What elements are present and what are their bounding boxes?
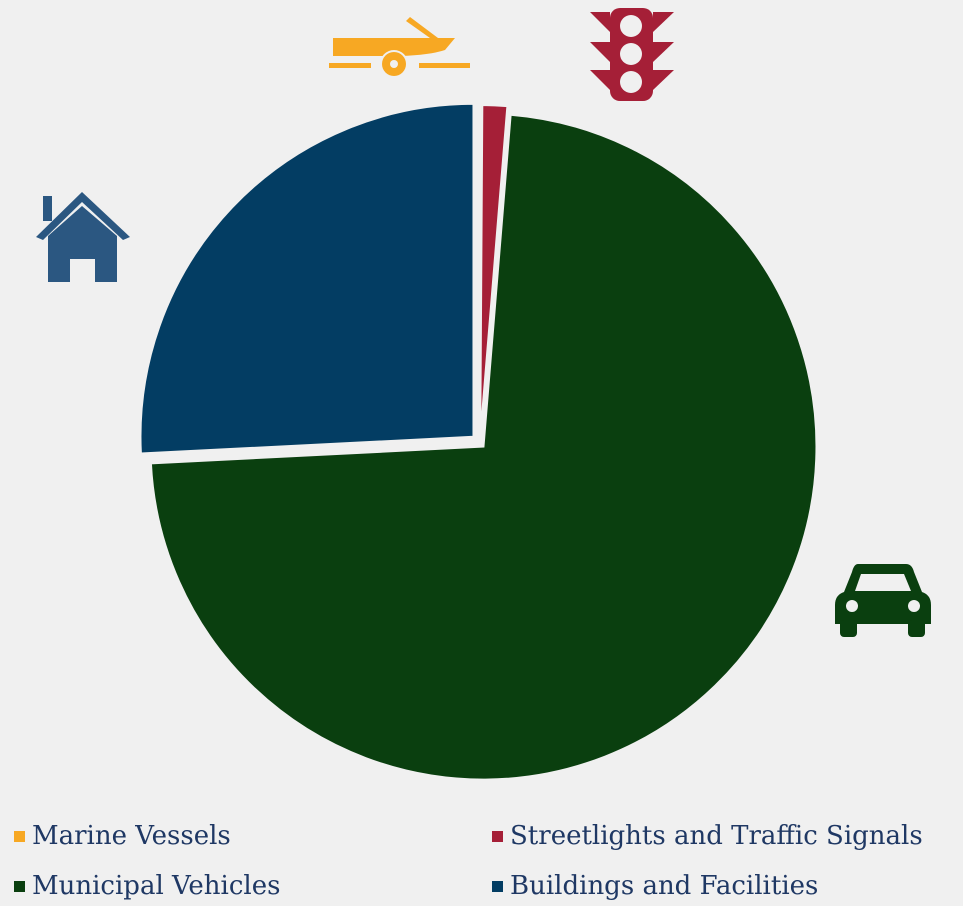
slice-buildings [139, 102, 475, 455]
car-icon [835, 564, 931, 637]
slice-streetlights [479, 104, 509, 439]
boat-trailer-icon [329, 17, 470, 78]
slice-municipal-vehicles [149, 113, 818, 781]
house-icon [36, 192, 130, 282]
traffic-light-icon [590, 8, 674, 101]
pie-slices [139, 102, 818, 781]
